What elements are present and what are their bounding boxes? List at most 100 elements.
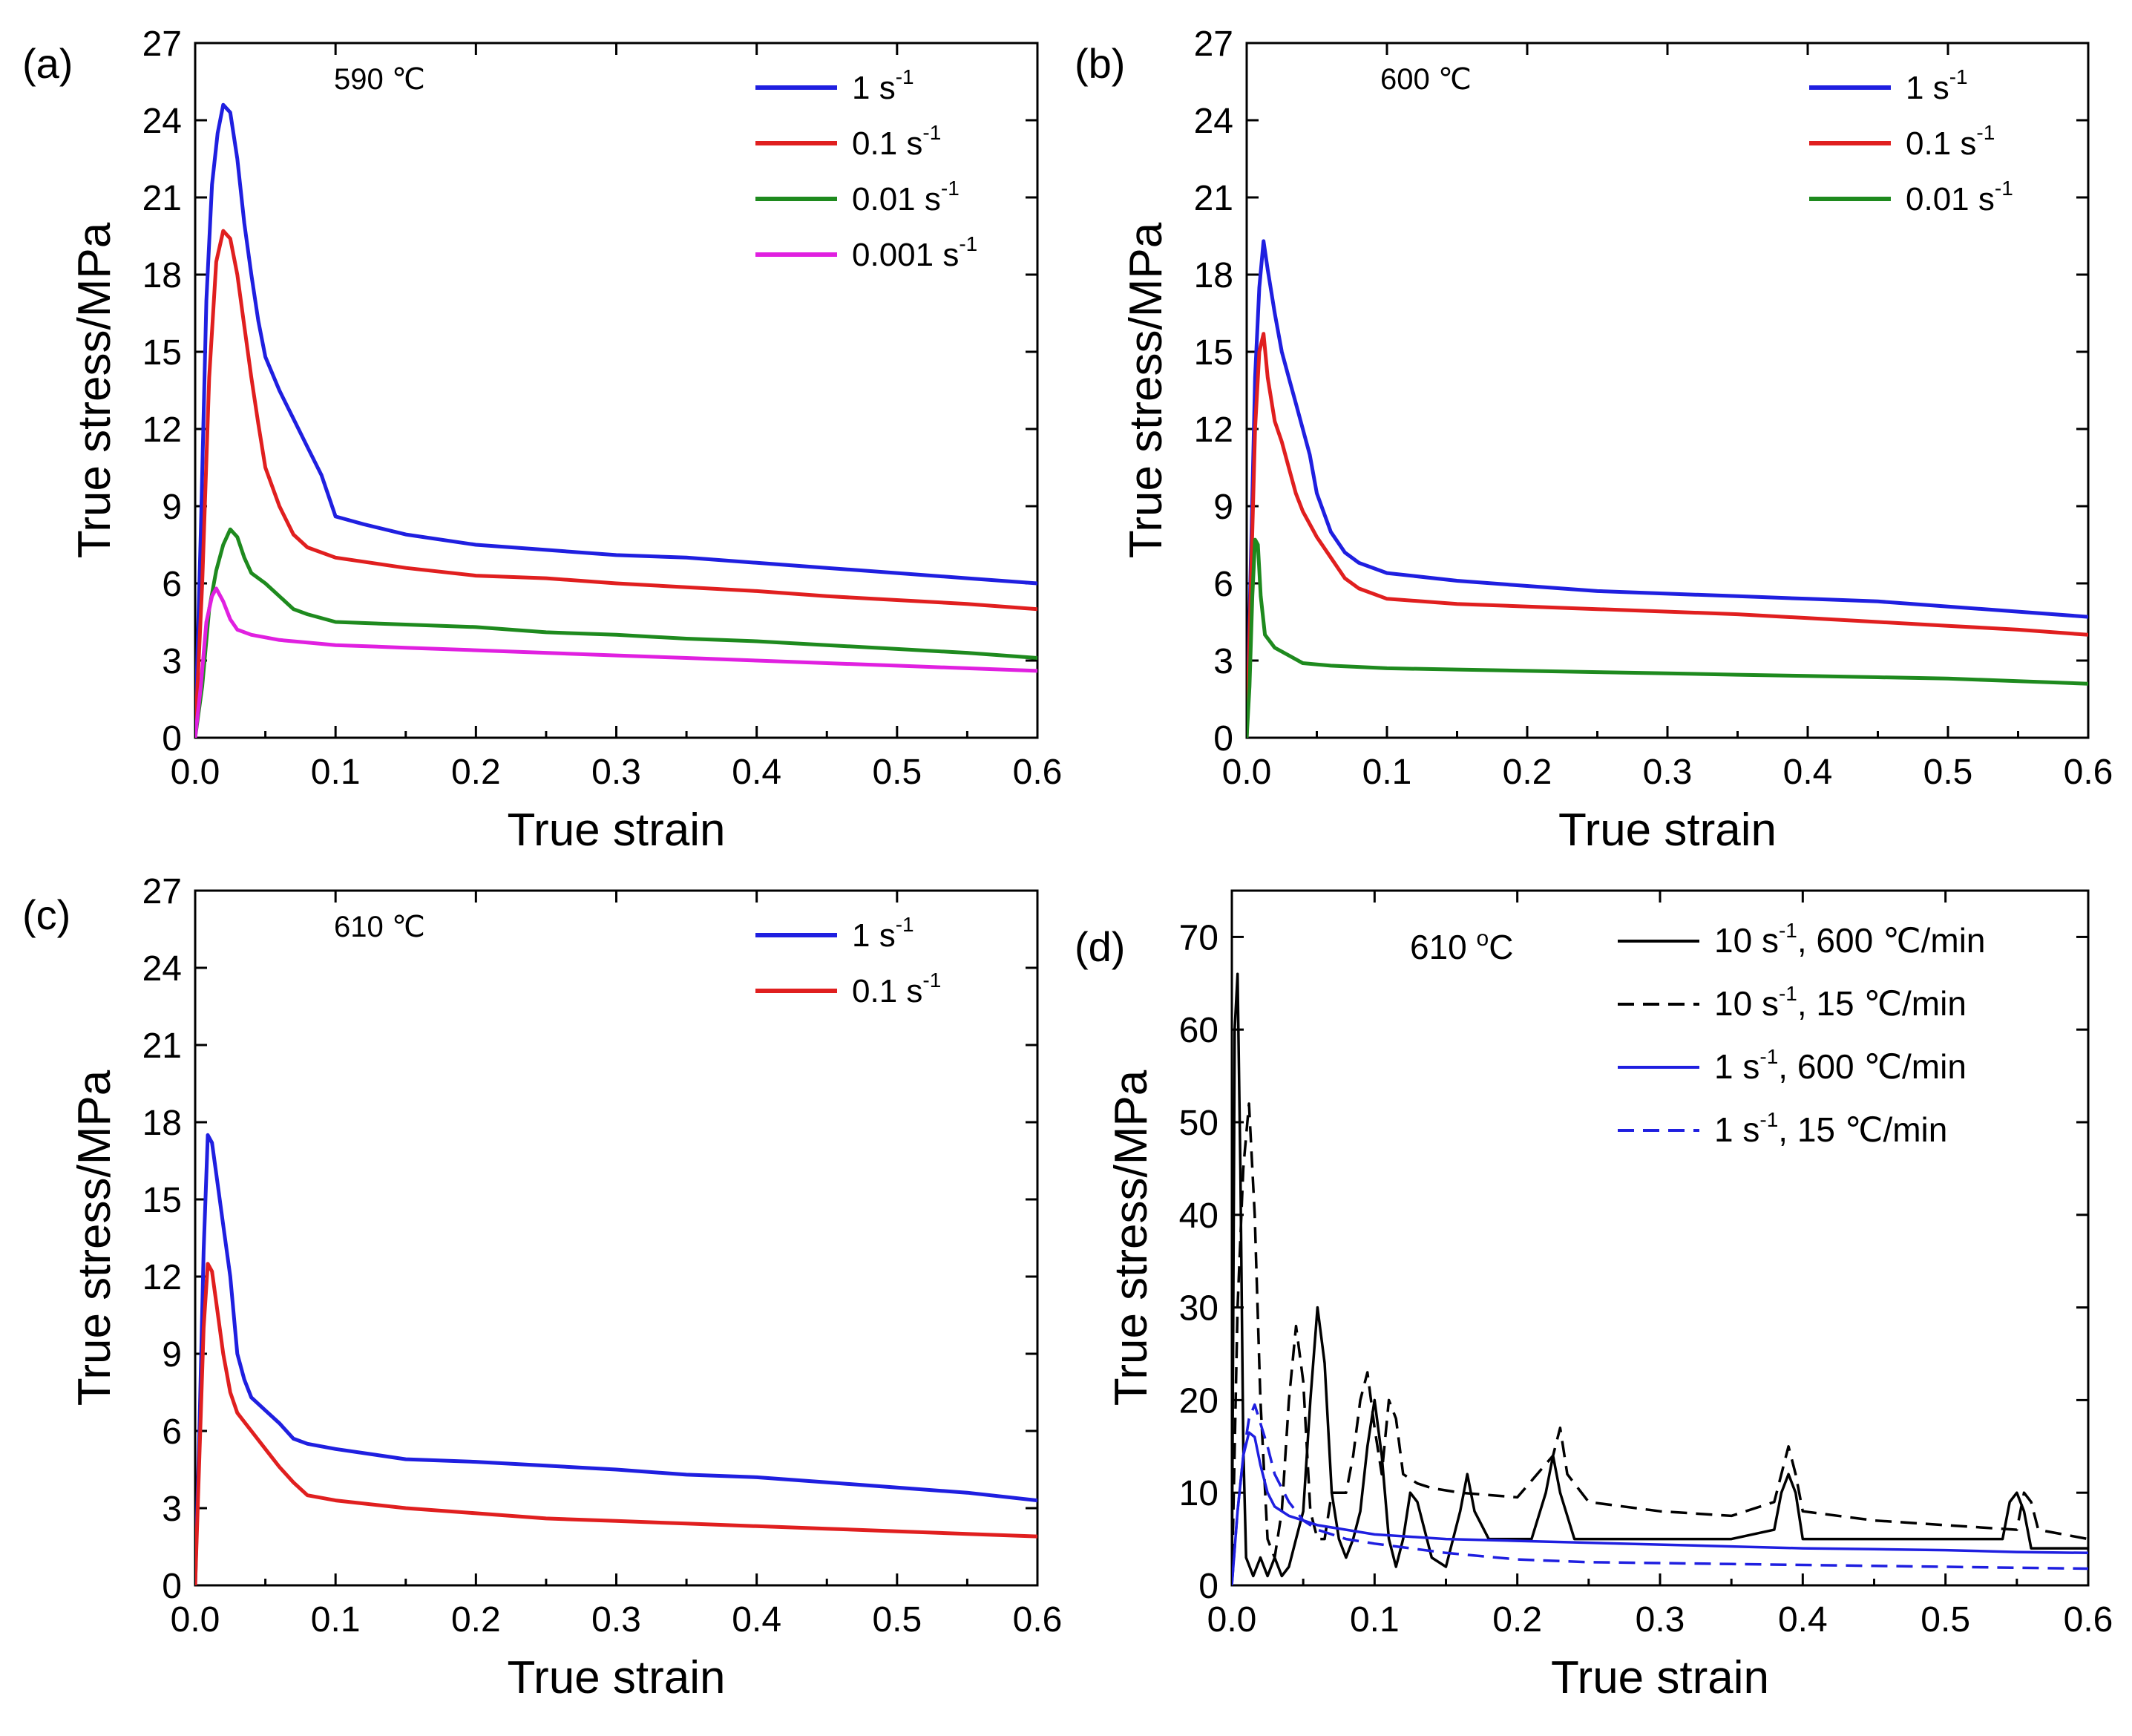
- legend-label: 1 s-1, 600 ℃/min: [1714, 1045, 1967, 1086]
- x-tick-label: 0.5: [1923, 753, 1973, 792]
- y-tick-label: 20: [1179, 1381, 1218, 1421]
- legend-label: 0.1 s-1: [852, 969, 941, 1009]
- y-tick-label: 21: [1194, 179, 1233, 218]
- y-tick-label: 12: [142, 410, 182, 450]
- temperature-label: 590 ℃: [334, 63, 425, 96]
- legend-label: 0.01 s-1: [1906, 177, 2013, 217]
- x-tick-label: 0.6: [2064, 1600, 2113, 1640]
- series-line-0: [195, 102, 1037, 738]
- x-axis-title: True strain: [1551, 1652, 1769, 1703]
- temperature-label: 600 ℃: [1380, 63, 1472, 96]
- x-tick-label: 0.6: [2064, 753, 2113, 792]
- y-tick-label: 6: [162, 1412, 182, 1452]
- legend-label: 0.001 s-1: [852, 232, 977, 273]
- y-tick-label: 50: [1179, 1104, 1218, 1143]
- series-line-1: [195, 229, 1037, 738]
- x-tick-label: 0.4: [1783, 753, 1833, 792]
- y-axis-title: True stress/MPa: [1121, 222, 1172, 558]
- y-tick-label: 3: [162, 1490, 182, 1529]
- legend-label: 0.1 s-1: [852, 121, 941, 162]
- x-tick-label: 0.3: [591, 753, 641, 792]
- y-tick-label: 6: [1213, 565, 1233, 604]
- legend-label: 10 s-1, 15 ℃/min: [1714, 982, 1967, 1023]
- y-tick-label: 40: [1179, 1196, 1218, 1236]
- legend-label: 1 s-1: [852, 913, 914, 954]
- y-tick-label: 18: [142, 1104, 182, 1143]
- series-line-1: [1247, 332, 2088, 738]
- x-tick-label: 0.4: [732, 753, 781, 792]
- x-tick-label: 0.0: [1222, 753, 1272, 792]
- y-tick-label: 18: [142, 256, 182, 295]
- x-tick-label: 0.6: [1013, 753, 1063, 792]
- x-tick-label: 0.2: [451, 753, 501, 792]
- y-tick-label: 27: [1194, 24, 1233, 64]
- legend-label: 1 s-1: [852, 65, 914, 106]
- x-tick-label: 0.0: [171, 753, 220, 792]
- legend-label: 0.01 s-1: [852, 177, 960, 217]
- x-tick-label: 0.2: [1503, 753, 1552, 792]
- x-tick-label: 0.5: [872, 1600, 922, 1640]
- y-tick-label: 12: [142, 1258, 182, 1297]
- x-tick-label: 0.2: [451, 1600, 501, 1640]
- y-axis-title: True stress/MPa: [69, 1070, 120, 1406]
- x-tick-label: 0.5: [872, 753, 922, 792]
- series-line-2: [1247, 537, 2088, 738]
- temperature-label: 610 ℃: [334, 911, 425, 943]
- x-tick-label: 0.5: [1921, 1600, 1970, 1640]
- y-axis-title: True stress/MPa: [1106, 1070, 1157, 1406]
- legend-label: 1 s-1: [1906, 65, 1968, 106]
- x-axis-title: True strain: [507, 1652, 725, 1703]
- y-tick-label: 3: [162, 642, 182, 681]
- y-tick-label: 15: [142, 1181, 182, 1220]
- x-tick-label: 0.0: [171, 1600, 220, 1640]
- x-tick-label: 0.4: [1778, 1600, 1828, 1640]
- y-tick-label: 24: [142, 102, 182, 141]
- series-line-0: [1247, 239, 2088, 738]
- x-tick-label: 0.3: [1643, 753, 1693, 792]
- series-line-1: [195, 1262, 1037, 1585]
- y-tick-label: 70: [1179, 918, 1218, 957]
- y-tick-label: 21: [142, 1026, 182, 1066]
- y-tick-label: 10: [1179, 1474, 1218, 1513]
- y-tick-label: 15: [1194, 333, 1233, 373]
- y-tick-label: 9: [162, 1335, 182, 1375]
- panel-label: (d): [1075, 923, 1125, 970]
- series-line-3: [1232, 1403, 2088, 1585]
- y-tick-label: 24: [142, 949, 182, 989]
- y-tick-label: 0: [1213, 719, 1233, 759]
- x-tick-label: 0.6: [1013, 1600, 1063, 1640]
- x-tick-label: 0.3: [1636, 1600, 1685, 1640]
- y-tick-label: 0: [162, 719, 182, 759]
- legend: 1 s-1 0.1 s-1 0.01 s-1: [1809, 65, 2013, 217]
- y-tick-label: 6: [162, 565, 182, 604]
- y-axis-title: True stress/MPa: [69, 222, 120, 558]
- x-tick-label: 0.4: [732, 1600, 781, 1640]
- panel-label: (a): [22, 40, 73, 87]
- x-tick-label: 0.1: [311, 753, 361, 792]
- y-tick-label: 0: [162, 1567, 182, 1606]
- y-tick-label: 21: [142, 179, 182, 218]
- series-line-3: [195, 586, 1037, 738]
- x-axis-title: True strain: [507, 805, 725, 856]
- y-tick-label: 18: [1194, 256, 1233, 295]
- series-line-0: [1232, 972, 2088, 1585]
- y-tick-label: 27: [142, 872, 182, 911]
- y-tick-label: 9: [162, 488, 182, 527]
- legend-label: 1 s-1, 15 ℃/min: [1714, 1108, 1947, 1149]
- y-tick-label: 15: [142, 333, 182, 373]
- legend-label: 0.1 s-1: [1906, 121, 1995, 162]
- y-tick-label: 0: [1198, 1567, 1218, 1606]
- series-line-2: [195, 527, 1037, 738]
- legend: 10 s-1, 600 ℃/min 10 s-1, 15 ℃/min 1 s-1, …: [1618, 919, 1986, 1149]
- panel-c: 0.0 0.1 0.2 0.3 0.4 0.5 0.6 0 3 6 9 12 15 18 21 24 27 Tru…: [22, 872, 1062, 1703]
- temperature-label: 610 oC: [1410, 926, 1513, 966]
- y-tick-label: 9: [1213, 488, 1233, 527]
- x-tick-label: 0.1: [311, 1600, 361, 1640]
- y-tick-label: 24: [1194, 102, 1233, 141]
- x-tick-label: 0.1: [1362, 753, 1412, 792]
- panel-a: 0.0 0.1 0.2 0.3 0.4 0.5 0.6 0 3 6 9 12 15 18 21 24 27 Tru…: [22, 24, 1062, 856]
- y-tick-label: 60: [1179, 1011, 1218, 1050]
- x-tick-label: 0.2: [1492, 1600, 1542, 1640]
- legend-label: 10 s-1, 600 ℃/min: [1714, 919, 1986, 960]
